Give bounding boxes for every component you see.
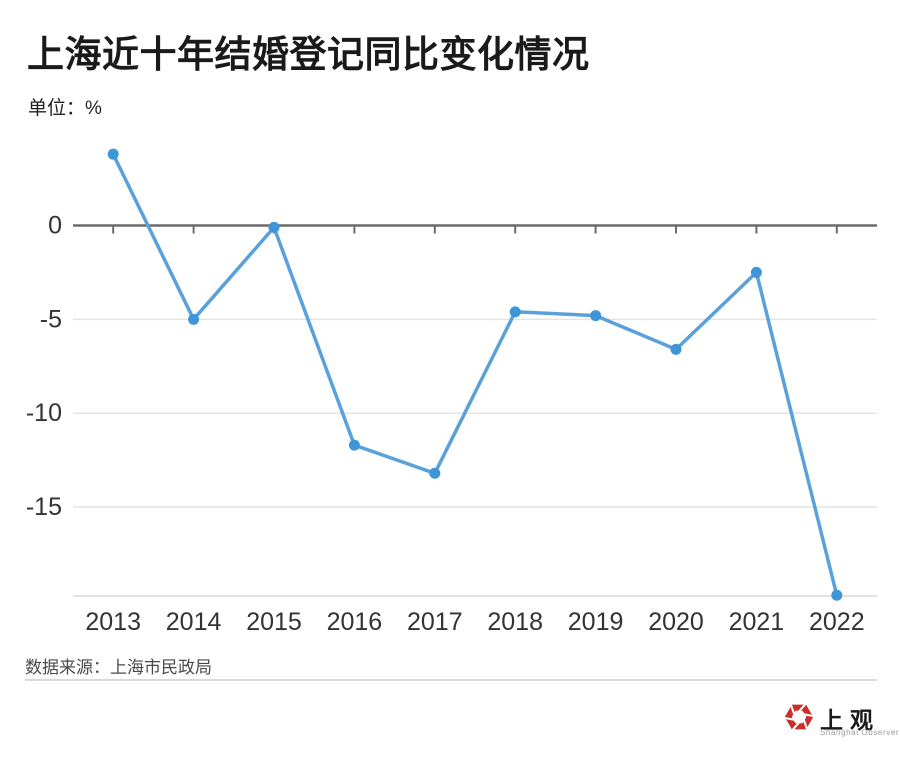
data-point-2017 xyxy=(429,467,441,479)
x-axis-label: 2015 xyxy=(246,608,302,636)
data-point-2016 xyxy=(348,439,360,451)
x-axis-label: 2019 xyxy=(568,608,624,636)
y-axis-label: -10 xyxy=(26,399,62,427)
data-point-2019 xyxy=(590,310,602,322)
footer-divider xyxy=(25,679,877,681)
data-point-2018 xyxy=(509,306,521,318)
y-axis-label: -5 xyxy=(40,305,62,333)
page-title: 上海近十年结婚登记同比变化情况 xyxy=(27,34,590,75)
x-axis-label: 2022 xyxy=(809,608,865,636)
data-point-2022 xyxy=(831,589,843,601)
data-point-2014 xyxy=(188,313,200,325)
x-axis-label: 2014 xyxy=(166,608,222,636)
data-point-2020 xyxy=(670,343,682,355)
logo-text-en: Shanghai Observer xyxy=(820,728,900,737)
y-axis-label: -15 xyxy=(26,493,62,521)
shanghai-observer-logo: 上观 Shanghai Observer xyxy=(785,701,900,741)
x-axis-label: 2021 xyxy=(729,608,785,636)
data-source-text: 数据来源：上海市民政局 xyxy=(25,658,212,677)
data-point-2021 xyxy=(750,266,762,278)
data-point-2015 xyxy=(268,221,280,233)
x-axis-label: 2020 xyxy=(648,608,704,636)
line-chart: 0 -5 -10 -15 2013 2014 2015 2016 2017 2018 2019 202… xyxy=(26,148,877,636)
x-axis-label: 2017 xyxy=(407,608,463,636)
unit-label: 单位：% xyxy=(28,98,102,119)
y-axis-label: 0 xyxy=(48,212,62,240)
data-line xyxy=(111,152,839,598)
x-axis-label: 2016 xyxy=(327,608,383,636)
data-point-2013 xyxy=(107,148,119,160)
x-axis-label: 2018 xyxy=(487,608,543,636)
aperture-logo-icon xyxy=(785,703,813,731)
x-axis-label: 2013 xyxy=(85,608,141,636)
logo-text-cn: 上观 xyxy=(820,708,880,734)
